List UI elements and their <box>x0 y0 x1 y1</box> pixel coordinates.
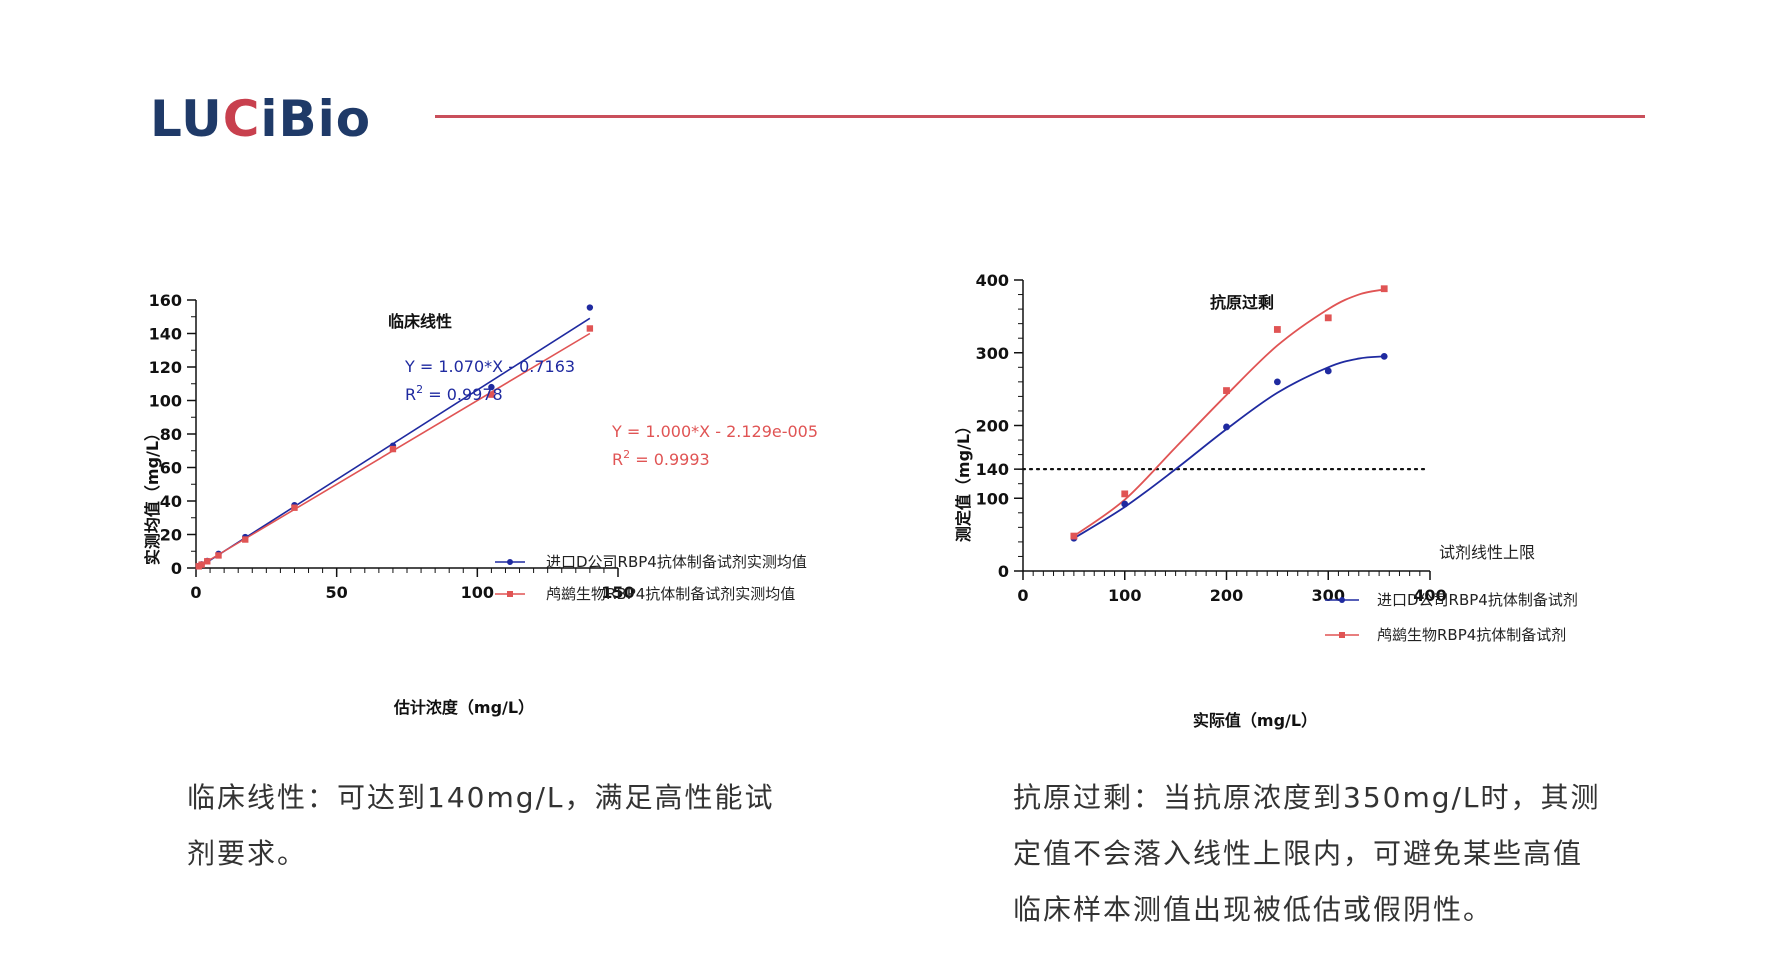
x-axis: 0 50 100 150 <box>190 567 635 602</box>
data-point-red <box>1070 532 1078 540</box>
right-caption-line-3: 临床样本测值出现被低估或假阴性。 <box>1013 893 1494 926</box>
x-axis-label: 估计浓度（mg/L） <box>393 698 534 717</box>
clinical-linearity-chart: 临床线性 0 50 100 150 0 20 40 60 80 100 120 140 160 估计浓… <box>143 291 818 717</box>
y-tick-label: 160 <box>149 291 182 310</box>
data-point-blue <box>1380 352 1388 360</box>
y-tick-label: 200 <box>976 417 1009 436</box>
equation-red: Y = 1.000*X - 2.129e-005 <box>611 422 818 441</box>
x-tick-label: 0 <box>1017 586 1028 605</box>
data-point-blue <box>1121 500 1129 508</box>
data-point-red <box>242 536 249 543</box>
y-axis-label: 测定值（mg/L） <box>954 418 973 542</box>
data-point-blue <box>1223 423 1230 431</box>
data-point-red <box>1121 490 1129 498</box>
y-tick-label: 100 <box>976 489 1009 508</box>
x-tick-label: 50 <box>326 583 348 602</box>
legend-red: 鸬鹚生物RBP4抗体制备试剂实测均值 <box>546 585 795 603</box>
legend: 进口D公司RBP4抗体制备试剂 鸬鹚生物RBP4抗体制备试剂 <box>1325 591 1578 644</box>
r2-blue: R2 = 0.9978 <box>405 383 503 404</box>
r2-red: R2 = 0.9993 <box>612 448 710 469</box>
left-caption: 临床线性：可达到140mg/L，满足高性能试 剂要求。 <box>187 770 775 882</box>
reference-line-label: 试剂线性上限 <box>1439 543 1535 562</box>
right-caption-line-1: 抗原过剩：当抗原浓度到350mg/L时，其测 <box>1013 781 1601 814</box>
data-point-red <box>586 325 594 332</box>
antigen-excess-chart: 抗原过剩 0 100 200 300 400 0 100 140 200 300 400 实际值（… <box>954 271 1578 730</box>
legend-blue: 进口D公司RBP4抗体制备试剂实测均值 <box>546 553 807 571</box>
data-point-blue <box>1273 378 1281 386</box>
data-point-blue <box>1324 367 1332 375</box>
fit-curve-1 <box>1073 288 1385 537</box>
equation-blue: Y = 1.070*X - 0.7163 <box>404 357 575 376</box>
fit-curve-0 <box>1073 355 1385 540</box>
curves <box>1073 288 1385 540</box>
data-point-blue <box>488 383 495 391</box>
data-points <box>195 304 594 570</box>
legend: 进口D公司RBP4抗体制备试剂实测均值 鸬鹚生物RBP4抗体制备试剂实测均值 <box>495 553 807 603</box>
data-point-red <box>1380 285 1388 293</box>
data-point-red <box>291 504 298 511</box>
y-tick-label: 120 <box>149 358 182 377</box>
r2-red-value: = 0.9993 <box>630 450 710 469</box>
r2-red-r: R <box>612 450 623 469</box>
y-tick-label: 20 <box>160 526 182 545</box>
x-tick-label: 400 <box>1413 586 1446 605</box>
legend-blue: 进口D公司RBP4抗体制备试剂 <box>1377 591 1578 609</box>
x-tick-label: 100 <box>1108 586 1141 605</box>
x-axis: 0 100 200 300 400 <box>1017 570 1447 605</box>
y-tick-label: 400 <box>976 271 1009 290</box>
data-point-red <box>389 445 397 453</box>
data-point-red <box>215 552 222 559</box>
data-point-red <box>198 561 205 568</box>
chart-title: 临床线性 <box>388 312 452 331</box>
data-point-red <box>1324 314 1332 322</box>
y-tick-label: 60 <box>160 459 182 478</box>
y-tick-label: 0 <box>171 559 182 578</box>
data-points <box>1070 285 1388 542</box>
x-tick-label: 0 <box>190 583 201 602</box>
data-point-blue <box>586 304 594 311</box>
y-tick-label: 40 <box>160 492 182 511</box>
left-caption-line-2: 剂要求。 <box>187 837 308 870</box>
data-point-red <box>204 558 211 565</box>
y-axis: 0 20 40 60 80 100 120 140 160 <box>149 291 197 578</box>
lucibio-logo: LUCiBio <box>150 90 372 148</box>
y-tick-label: 140 <box>976 460 1009 479</box>
y-axis-label: 实测均值（mg/L） <box>143 425 162 565</box>
right-caption-line-2: 定值不会落入线性上限内，可避免某些高值 <box>1013 837 1584 870</box>
r2-blue-value: = 0.9978 <box>423 385 503 404</box>
data-point-red <box>1273 326 1281 333</box>
data-point-red <box>488 391 495 398</box>
x-axis-label: 实际值（mg/L） <box>1193 711 1317 730</box>
x-tick-label: 150 <box>601 583 634 602</box>
chart-title: 抗原过剩 <box>1210 293 1274 312</box>
y-tick-label: 100 <box>149 392 182 411</box>
x-tick-label: 100 <box>461 583 494 602</box>
right-caption: 抗原过剩：当抗原浓度到350mg/L时，其测 定值不会落入线性上限内，可避免某些… <box>1013 770 1601 938</box>
data-point-red <box>1223 387 1230 394</box>
y-axis: 0 100 140 200 300 400 <box>976 271 1024 581</box>
x-tick-label: 200 <box>1210 586 1243 605</box>
y-tick-label: 80 <box>160 425 182 444</box>
header-divider <box>435 115 1645 118</box>
y-tick-label: 300 <box>976 344 1009 363</box>
y-tick-label: 140 <box>149 325 182 344</box>
y-tick-label: 0 <box>998 562 1009 581</box>
legend-red: 鸬鹚生物RBP4抗体制备试剂 <box>1377 626 1566 644</box>
left-caption-line-1: 临床线性：可达到140mg/L，满足高性能试 <box>187 781 775 814</box>
r2-blue-r: R <box>405 385 416 404</box>
